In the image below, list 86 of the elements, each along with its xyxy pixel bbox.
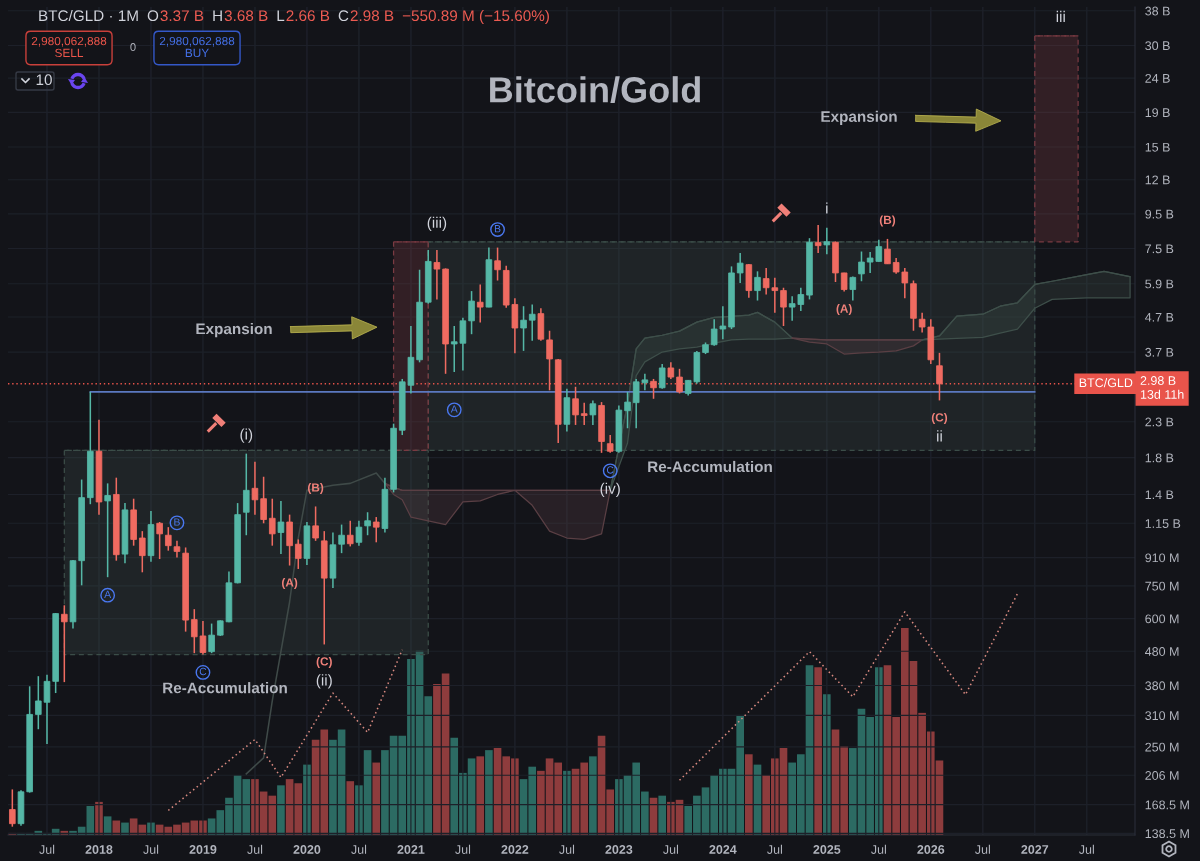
x-tick-label: 2025 xyxy=(813,845,841,854)
text: Bitcoin/Gold xyxy=(490,76,700,104)
x-tick-label: Jul xyxy=(351,844,367,854)
annotation: (B) xyxy=(879,215,896,227)
x-tick-label: Jul xyxy=(455,844,471,854)
annotation: (A) xyxy=(282,578,298,590)
y-tick-label: 138.5 M xyxy=(1145,829,1189,839)
annotation: 0 xyxy=(130,43,136,51)
annotation: Expansion xyxy=(196,323,272,338)
y-tick-label: 4.7 B xyxy=(1145,312,1174,322)
x-tick-label: Jul xyxy=(767,844,782,854)
y-tick-label: 30 B xyxy=(1145,41,1170,51)
annotation: 2.66 B xyxy=(286,10,330,22)
y-tick-label: 1.15 B xyxy=(1145,519,1181,528)
annotation: 2,980,062,888 BUY xyxy=(159,36,235,58)
annotation: BTC/GLD xyxy=(1079,377,1133,388)
annotation: 10 xyxy=(36,74,52,86)
y-tick-label: 1.4 B xyxy=(1145,490,1174,499)
annotation: ii xyxy=(937,430,942,442)
y-tick-label: 15 B xyxy=(1145,142,1170,152)
annotation: i xyxy=(826,202,828,214)
annotation: (B) xyxy=(307,482,324,494)
annotation: (C) xyxy=(316,656,332,668)
annotation: 3.68 B xyxy=(224,10,268,22)
y-tick-label: 2.3 B xyxy=(1145,417,1174,427)
annotation: iii xyxy=(1056,10,1065,22)
annotation: 2,980,062,888 SELL xyxy=(31,36,107,58)
y-tick-label: 168.5 M xyxy=(1145,800,1189,810)
x-tick-label: Jul xyxy=(247,844,263,854)
y-tick-label: 750 M xyxy=(1145,581,1179,591)
annotation: (iii) xyxy=(427,216,447,231)
annotation: 2.98 B xyxy=(350,10,394,22)
y-tick-label: 600 M xyxy=(1145,614,1179,624)
y-tick-label: 3.7 B xyxy=(1145,347,1174,357)
annotation: (i) xyxy=(240,428,253,443)
annotation: A xyxy=(450,405,458,413)
x-tick-label: 2023 xyxy=(605,845,633,854)
annotation: O xyxy=(147,10,159,22)
x-tick-label: 2020 xyxy=(293,845,321,854)
x-tick-label: 2022 xyxy=(501,845,529,854)
x-tick-label: Jul xyxy=(39,844,55,854)
annotation: Re-Accumulation xyxy=(648,460,772,473)
x-tick-label: 2027 xyxy=(1021,845,1049,854)
y-tick-label: 38 B xyxy=(1145,6,1170,16)
annotation: (iv) xyxy=(600,482,620,497)
annotation: 3.37 B xyxy=(160,10,204,22)
x-tick-label: Jul xyxy=(663,844,679,854)
chart-subtitle: BTC/GLD · 1M xyxy=(39,9,138,22)
y-tick-label: 19 B xyxy=(1145,108,1170,118)
annotation: −550.89 M (−15.60%) xyxy=(402,9,549,25)
x-tick-label: 2018 xyxy=(85,845,113,854)
x-tick-label: Jul xyxy=(1078,844,1094,854)
annotation: H xyxy=(213,10,222,21)
y-tick-label: 380 M xyxy=(1145,681,1179,691)
x-tick-label: Jul xyxy=(559,844,575,854)
annotation: Expansion xyxy=(821,110,897,126)
y-tick-label: 310 M xyxy=(1145,711,1179,721)
annotation: A xyxy=(104,590,112,598)
y-tick-label: 206 M xyxy=(1145,771,1179,780)
annotation: (C) xyxy=(931,412,948,424)
x-tick-label: Jul xyxy=(871,844,886,854)
x-tick-label: 2019 xyxy=(189,845,217,854)
ref-line-label: 2.98 B 13d 11h xyxy=(1140,376,1184,399)
annotation: (A) xyxy=(836,304,852,316)
y-tick-label: 1.8 B xyxy=(1145,453,1174,463)
y-tick-label: 480 M xyxy=(1145,647,1179,656)
y-tick-label: 5.9 B xyxy=(1145,279,1174,289)
y-tick-label: 9.5 B xyxy=(1145,209,1174,219)
x-tick-label: 2021 xyxy=(397,845,425,854)
y-tick-label: 24 B xyxy=(1145,73,1170,83)
x-tick-label: 2024 xyxy=(709,845,737,854)
annotation: Re-Accumulation xyxy=(163,682,287,694)
x-tick-label: Jul xyxy=(974,844,990,854)
annotation: C xyxy=(606,466,614,474)
x-tick-label: Jul xyxy=(143,844,159,854)
y-tick-label: 250 M xyxy=(1145,742,1179,752)
y-tick-label: 910 M xyxy=(1145,553,1179,563)
y-tick-label: 7.5 B xyxy=(1145,244,1174,254)
annotation: B xyxy=(174,518,180,526)
annotation: L xyxy=(277,10,285,21)
annotation: C xyxy=(199,667,207,676)
annotation: (ii) xyxy=(316,674,332,689)
annotation: C xyxy=(338,10,349,22)
annotation: B xyxy=(494,225,501,233)
x-tick-label: 2026 xyxy=(917,845,945,854)
y-tick-label: 12 B xyxy=(1145,175,1170,185)
